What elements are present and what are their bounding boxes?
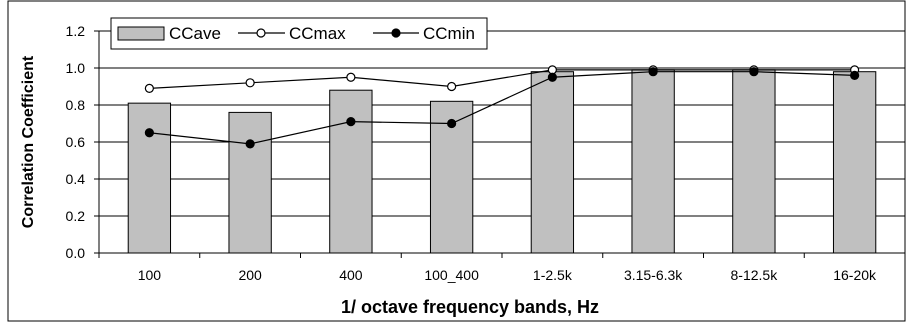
point-ccmax	[447, 81, 457, 92]
point-ccmin	[245, 139, 255, 149]
y-tick-label: 0.0	[66, 245, 86, 261]
y-tick-label: 1.2	[66, 23, 86, 39]
x-tick-label: 100_400	[424, 267, 479, 283]
bar-ccave	[228, 111, 272, 254]
point-ccmin	[447, 118, 457, 129]
y-tick-label: 0.2	[66, 208, 86, 224]
legend-ccmax-marker	[256, 28, 266, 38]
y-axis-title: Correlation Coefficient	[20, 55, 37, 228]
legend-ccmin-label: CCmin	[423, 24, 475, 43]
bar-ccave	[732, 69, 776, 254]
bar-ccave	[127, 102, 172, 254]
y-tick-label: 0.8	[66, 97, 86, 113]
x-tick-label: 400	[339, 267, 363, 283]
y-tick-label: 1.0	[66, 60, 86, 76]
point-ccmin	[346, 117, 356, 127]
bar-ccave	[832, 71, 877, 254]
x-tick-label: 100	[138, 267, 162, 283]
legend-box	[110, 17, 488, 50]
point-ccmin	[749, 67, 759, 77]
y-tick-labels: 0.0 0.2 0.4 0.6 0.8 1.0 1.2	[66, 23, 99, 261]
legend-ccmax-label: CCmax	[289, 24, 346, 43]
bar-ccave	[631, 69, 675, 254]
point-ccmin	[144, 128, 154, 138]
legend-ccmin-marker	[391, 28, 401, 38]
legend-ccave-label: CCave	[169, 24, 221, 43]
line-ccmin	[149, 71, 855, 145]
legend: CCave CCmax CCmin	[110, 17, 488, 50]
y-tick-label: 0.4	[66, 171, 86, 187]
y-tick-label: 0.6	[66, 134, 86, 150]
x-tick-label: 200	[238, 267, 262, 283]
bar-ccave	[530, 71, 575, 254]
x-tick-label: 16-20k	[833, 267, 877, 283]
point-ccmin	[648, 67, 658, 77]
line-series	[144, 65, 860, 149]
point-ccmin	[547, 72, 557, 82]
point-ccmax	[346, 72, 356, 82]
x-tick-labels: 100 200 400 100_400 1-2.5k 3.15-6.3k 8-12.5k 16…	[98, 253, 906, 283]
x-axis-title: 1/ octave frequency bands, Hz	[341, 297, 599, 317]
point-ccmax	[245, 78, 255, 88]
x-tick-label: 8-12.5k	[731, 267, 779, 283]
legend-ccave-swatch	[117, 26, 165, 41]
bar-ccave	[329, 89, 373, 254]
x-tick-label: 3.15-6.3k	[624, 267, 683, 283]
point-ccmax	[144, 83, 154, 93]
line-ccmax	[149, 69, 855, 89]
x-tick-label: 1-2.5k	[533, 267, 573, 283]
point-ccmin	[850, 70, 860, 81]
